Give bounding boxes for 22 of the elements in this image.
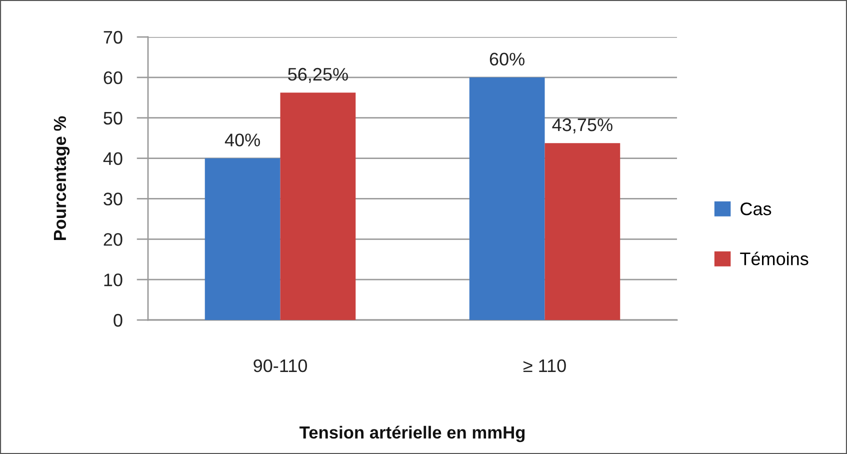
data-label: 40% — [224, 134, 260, 146]
y-tick-label: 30 — [104, 192, 122, 206]
bar — [204, 158, 280, 320]
data-label: 43,75% — [552, 118, 612, 134]
y-tick-label: 20 — [104, 233, 122, 246]
x-tick-label: 90-110 — [254, 359, 307, 372]
y-tick-label: 40 — [103, 152, 122, 166]
y-tick-label: 0 — [114, 314, 122, 327]
legend-label: Cas — [740, 202, 772, 216]
y-tick-label: 60 — [104, 71, 122, 84]
bar — [469, 77, 545, 320]
bar — [544, 143, 620, 320]
legend-label: Témoins — [740, 252, 808, 266]
data-label: 56,25% — [288, 68, 348, 83]
x-tick-label: ≥ 110 — [523, 359, 566, 372]
x-axis-title: Tension artérielle en mmHg — [300, 426, 525, 442]
y-tick-label: 70 — [104, 30, 122, 44]
y-tick-label: 10 — [104, 274, 122, 286]
data-label: 60% — [490, 52, 524, 66]
y-axis-title: Pourcentage % — [54, 116, 70, 240]
bar — [280, 92, 356, 320]
y-tick-label: 50 — [104, 112, 122, 125]
